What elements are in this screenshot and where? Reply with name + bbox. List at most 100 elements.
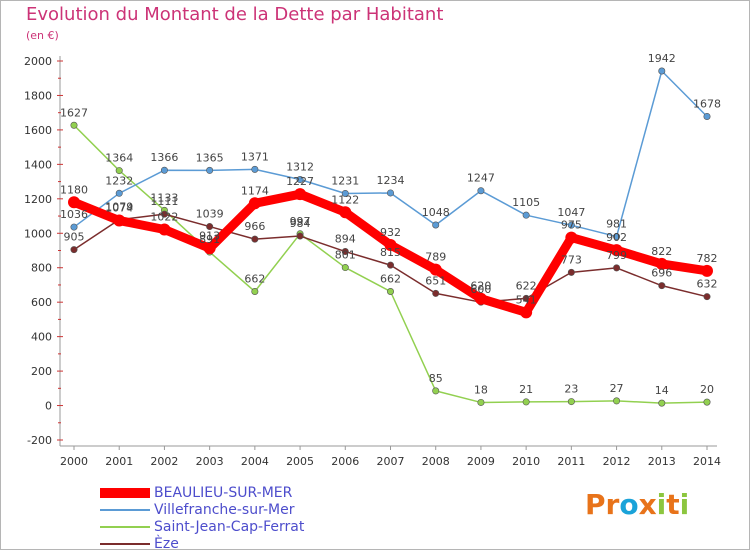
x-tick-label: 2013 xyxy=(648,455,676,468)
data-label-3: 622 xyxy=(516,279,537,292)
x-tick-label: 2002 xyxy=(150,455,178,468)
data-point-0 xyxy=(294,188,307,201)
legend-item-beaulieu: BEAULIEU-SUR-MER xyxy=(100,484,304,501)
x-tick-label: 2010 xyxy=(512,455,540,468)
data-label-2: 85 xyxy=(429,372,443,385)
legend-swatch-beaulieu xyxy=(100,487,150,498)
data-point-0 xyxy=(384,238,397,251)
data-point-3 xyxy=(432,289,440,297)
data-point-3 xyxy=(160,210,168,218)
data-point-1 xyxy=(115,189,123,197)
data-point-3 xyxy=(296,232,304,240)
data-label-1: 1232 xyxy=(105,174,133,187)
data-point-2 xyxy=(70,121,78,129)
data-point-1 xyxy=(522,211,530,219)
data-point-1 xyxy=(386,189,394,197)
data-label-0: 620 xyxy=(470,280,491,293)
data-label-3: 600 xyxy=(470,283,491,296)
data-point-0 xyxy=(429,263,442,276)
legend-label-eze: Èze xyxy=(154,535,179,552)
x-tick-label: 2011 xyxy=(557,455,585,468)
data-point-1 xyxy=(296,176,304,184)
chart-title: Evolution du Montant de la Dette par Hab… xyxy=(26,4,444,25)
data-label-0: 913 xyxy=(199,229,220,242)
data-point-0 xyxy=(203,242,216,255)
data-point-1 xyxy=(613,233,621,241)
legend-label-beaulieu: BEAULIEU-SUR-MER xyxy=(154,484,293,501)
data-label-2: 662 xyxy=(244,273,265,286)
data-label-3: 894 xyxy=(335,233,356,246)
y-tick-label: 1400 xyxy=(24,158,52,171)
y-tick-label: 800 xyxy=(31,262,52,275)
x-tick-label: 2007 xyxy=(377,455,405,468)
data-point-0 xyxy=(248,197,261,210)
data-label-0: 782 xyxy=(697,252,718,265)
data-label-0: 1074 xyxy=(105,202,133,215)
legend-item-eze: Èze xyxy=(100,535,304,552)
data-label-3: 966 xyxy=(244,220,265,233)
y-tick-label: 1800 xyxy=(24,89,52,102)
data-point-0 xyxy=(339,206,352,219)
data-label-1: 1366 xyxy=(150,151,178,164)
data-point-0 xyxy=(610,244,623,257)
data-point-3 xyxy=(703,293,711,301)
logo-letter: x xyxy=(638,488,657,521)
data-label-3: 905 xyxy=(64,231,85,244)
legend-label-saint-jean: Saint-Jean-Cap-Ferrat xyxy=(154,518,305,535)
data-point-1 xyxy=(658,67,666,75)
y-tick-label: 400 xyxy=(31,331,52,344)
data-label-3: 1079 xyxy=(105,201,133,214)
data-point-1 xyxy=(251,165,259,173)
data-point-3 xyxy=(251,235,259,243)
data-label-0: 1022 xyxy=(150,210,178,223)
data-point-2 xyxy=(341,264,349,272)
x-tick-label: 2008 xyxy=(422,455,450,468)
y-tick-label: 200 xyxy=(31,365,52,378)
data-point-1 xyxy=(206,166,214,174)
y-tick-label: 1600 xyxy=(24,124,52,137)
data-point-3 xyxy=(341,248,349,256)
data-label-1: 1036 xyxy=(60,208,88,221)
data-label-0: 902 xyxy=(606,231,627,244)
data-point-1 xyxy=(477,187,485,195)
data-label-3: 1111 xyxy=(150,195,178,208)
data-label-0: 1180 xyxy=(60,183,88,196)
data-point-3 xyxy=(567,268,575,276)
data-label-1: 1234 xyxy=(377,174,405,187)
data-label-1: 1048 xyxy=(422,206,450,219)
data-point-2 xyxy=(658,399,666,407)
legend-swatch-villefranche xyxy=(100,508,150,511)
x-tick-label: 2001 xyxy=(105,455,133,468)
data-label-1: 981 xyxy=(606,218,627,231)
data-point-1 xyxy=(567,221,575,229)
logo-letter: i xyxy=(656,488,667,521)
data-label-1: 1247 xyxy=(467,172,495,185)
data-label-1: 1365 xyxy=(196,151,224,164)
data-point-2 xyxy=(115,167,123,175)
data-label-0: 1174 xyxy=(241,184,269,197)
y-tick-label: 2000 xyxy=(24,55,52,68)
data-label-2: 997 xyxy=(290,215,311,228)
data-label-3: 815 xyxy=(380,246,401,259)
data-label-2: 801 xyxy=(335,249,356,262)
data-label-0: 541 xyxy=(516,293,537,306)
data-point-0 xyxy=(701,264,713,277)
x-tick-label: 2005 xyxy=(286,455,314,468)
logo-letter: i xyxy=(679,488,690,521)
y-tick-label: -200 xyxy=(27,434,52,447)
data-point-0 xyxy=(158,223,171,236)
data-label-2: 14 xyxy=(655,384,669,397)
data-label-3: 632 xyxy=(697,278,718,291)
legend: BEAULIEU-SUR-MER Villefranche-sur-Mer Sa… xyxy=(100,484,304,552)
data-point-1 xyxy=(703,112,711,120)
data-label-3: 799 xyxy=(606,249,627,262)
data-label-2: 1364 xyxy=(105,152,133,165)
legend-item-saint-jean: Saint-Jean-Cap-Ferrat xyxy=(100,518,304,535)
data-point-0 xyxy=(474,292,487,305)
data-label-3: 773 xyxy=(561,253,582,266)
data-point-1 xyxy=(70,223,78,231)
data-point-1 xyxy=(432,221,440,229)
data-point-2 xyxy=(522,398,530,406)
data-point-2 xyxy=(251,288,259,296)
data-point-3 xyxy=(206,223,214,231)
